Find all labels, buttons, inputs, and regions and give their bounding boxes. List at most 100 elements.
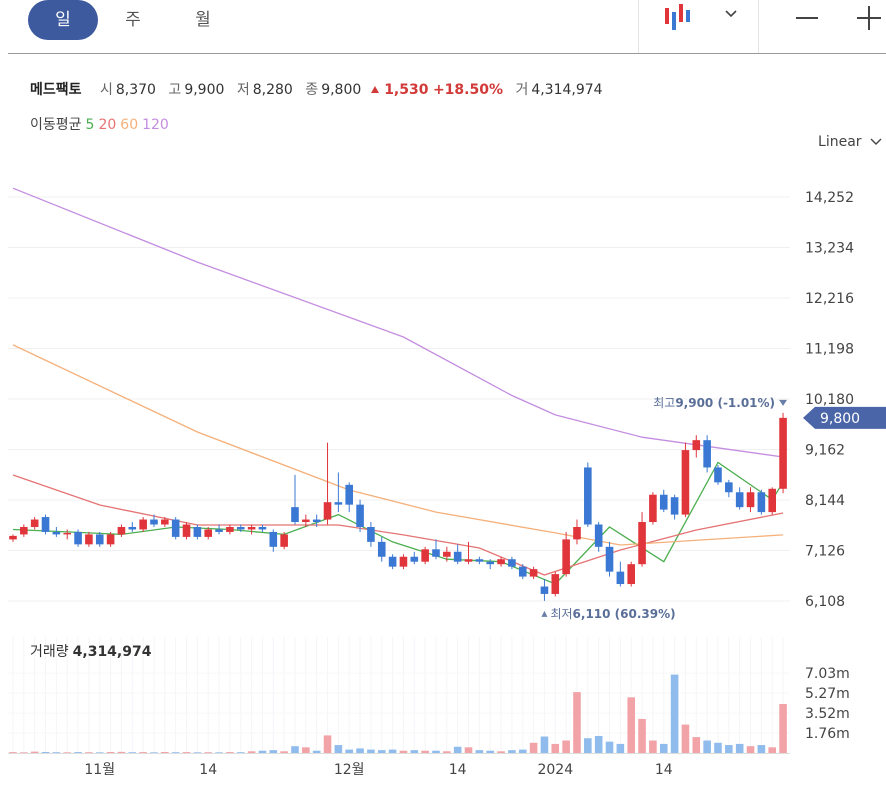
y-tick-label: 10,180 [805, 392, 854, 408]
x-tick-label: 2024 [537, 762, 573, 778]
label: 시 [99, 82, 113, 98]
candle-body [302, 519, 310, 523]
candle-body [540, 586, 549, 594]
low-annotation: 최저6,110 (60.39%) [550, 607, 675, 621]
candle-body [388, 556, 397, 567]
candle-body [464, 559, 473, 562]
candle-body [150, 519, 158, 525]
candle-body [280, 534, 288, 547]
candle-body [659, 494, 668, 510]
volume-bar [627, 697, 636, 753]
dropdown-icon[interactable] [725, 10, 737, 18]
candle-body [735, 492, 744, 508]
high-text: 9,900 (-1.01%) [675, 396, 775, 410]
high-marker [779, 399, 788, 406]
candle-body [768, 488, 777, 513]
y-tick-label: 7,126 [805, 543, 845, 559]
candle-body [421, 549, 429, 562]
candle-body [518, 566, 527, 577]
x-tick-label: 11월 [84, 762, 115, 778]
candle-body [95, 534, 104, 545]
stock-name: 메드팩토 [30, 82, 82, 98]
candle-body [226, 526, 234, 532]
volume-bar [377, 750, 386, 753]
volume-bar [432, 750, 440, 753]
volume-bar [356, 748, 364, 753]
tab-day[interactable]: 일 [28, 0, 98, 40]
candle-body [182, 524, 191, 537]
volume-bar [421, 750, 429, 753]
last-price-label: 9,800 [820, 411, 860, 427]
ma-legend-item[interactable]: 60 [120, 117, 139, 133]
close: 9,800 [321, 82, 362, 98]
candle-body [117, 526, 126, 535]
volume-bar [291, 746, 299, 753]
volume-bar [106, 751, 115, 753]
change: 1,530 [384, 82, 429, 98]
zoom-in-icon[interactable] [857, 6, 881, 30]
candle-body [703, 440, 711, 468]
ma-line [12, 461, 784, 585]
volume-bar [518, 749, 527, 753]
volume-bar [41, 751, 50, 753]
candle-body [345, 484, 354, 505]
toolbar-icons [638, 0, 881, 53]
volume-bar [443, 751, 451, 753]
candle-body [258, 526, 267, 530]
low-marker [541, 610, 548, 617]
volume-bar [453, 746, 462, 753]
chart-type-icon[interactable] [665, 4, 690, 30]
volume-bar [30, 751, 39, 753]
volume-bar [649, 740, 657, 753]
last-price-tag [803, 406, 886, 429]
volume-bar [584, 738, 592, 753]
volume-bar [182, 752, 191, 753]
ma-legend-item[interactable]: 20 [98, 117, 117, 133]
candle-body [486, 561, 495, 565]
high-annotation: 최고9,900 (-1.01%) [653, 396, 775, 410]
volume-bar [638, 718, 646, 753]
candle-body [638, 522, 646, 565]
volume-bar [529, 742, 538, 753]
tab-month[interactable]: 월 [195, 10, 211, 30]
volume-bar [150, 752, 158, 753]
candle-body [63, 532, 72, 535]
volume-bar [193, 752, 202, 753]
volume-bar [540, 736, 549, 753]
volume-bar [692, 737, 701, 753]
ma-legend-item[interactable]: 120 [142, 117, 169, 133]
ma-legend-item[interactable]: 5 [85, 117, 95, 133]
tab-week[interactable]: 주 [125, 10, 141, 30]
volume-bar [475, 750, 484, 753]
candle-body [139, 519, 147, 530]
candle-body [584, 467, 592, 525]
volume-bar [779, 703, 787, 753]
volume-bar [334, 745, 343, 753]
candle-body [725, 482, 733, 493]
volume-bar [714, 742, 722, 753]
candle-body [291, 507, 299, 523]
candle-body [410, 556, 419, 562]
low-text: 6,110 (60.39%) [573, 607, 676, 621]
candle-body [649, 494, 657, 523]
candle-body [312, 519, 321, 523]
y-tick-label: 9,162 [805, 443, 845, 459]
x-tick-label: 14 [449, 762, 467, 778]
volume-bar [63, 752, 72, 753]
candle-body [779, 417, 787, 489]
candle-body [594, 524, 603, 547]
scale-mode: Linear [818, 134, 862, 150]
volume-bar [85, 752, 93, 753]
scale-select[interactable]: Linear [818, 134, 882, 150]
candle-body [497, 559, 505, 565]
x-tick-label: 12월 [334, 762, 365, 778]
candle-body [453, 551, 462, 562]
candle-body [85, 534, 93, 545]
candle-body [356, 504, 364, 527]
candle-body [529, 569, 538, 577]
volume-bar [215, 752, 223, 753]
volume-bar [757, 745, 766, 753]
volume-bar [52, 752, 61, 753]
label: 거 [515, 82, 529, 98]
ma-label: 이동평균 [30, 117, 82, 133]
